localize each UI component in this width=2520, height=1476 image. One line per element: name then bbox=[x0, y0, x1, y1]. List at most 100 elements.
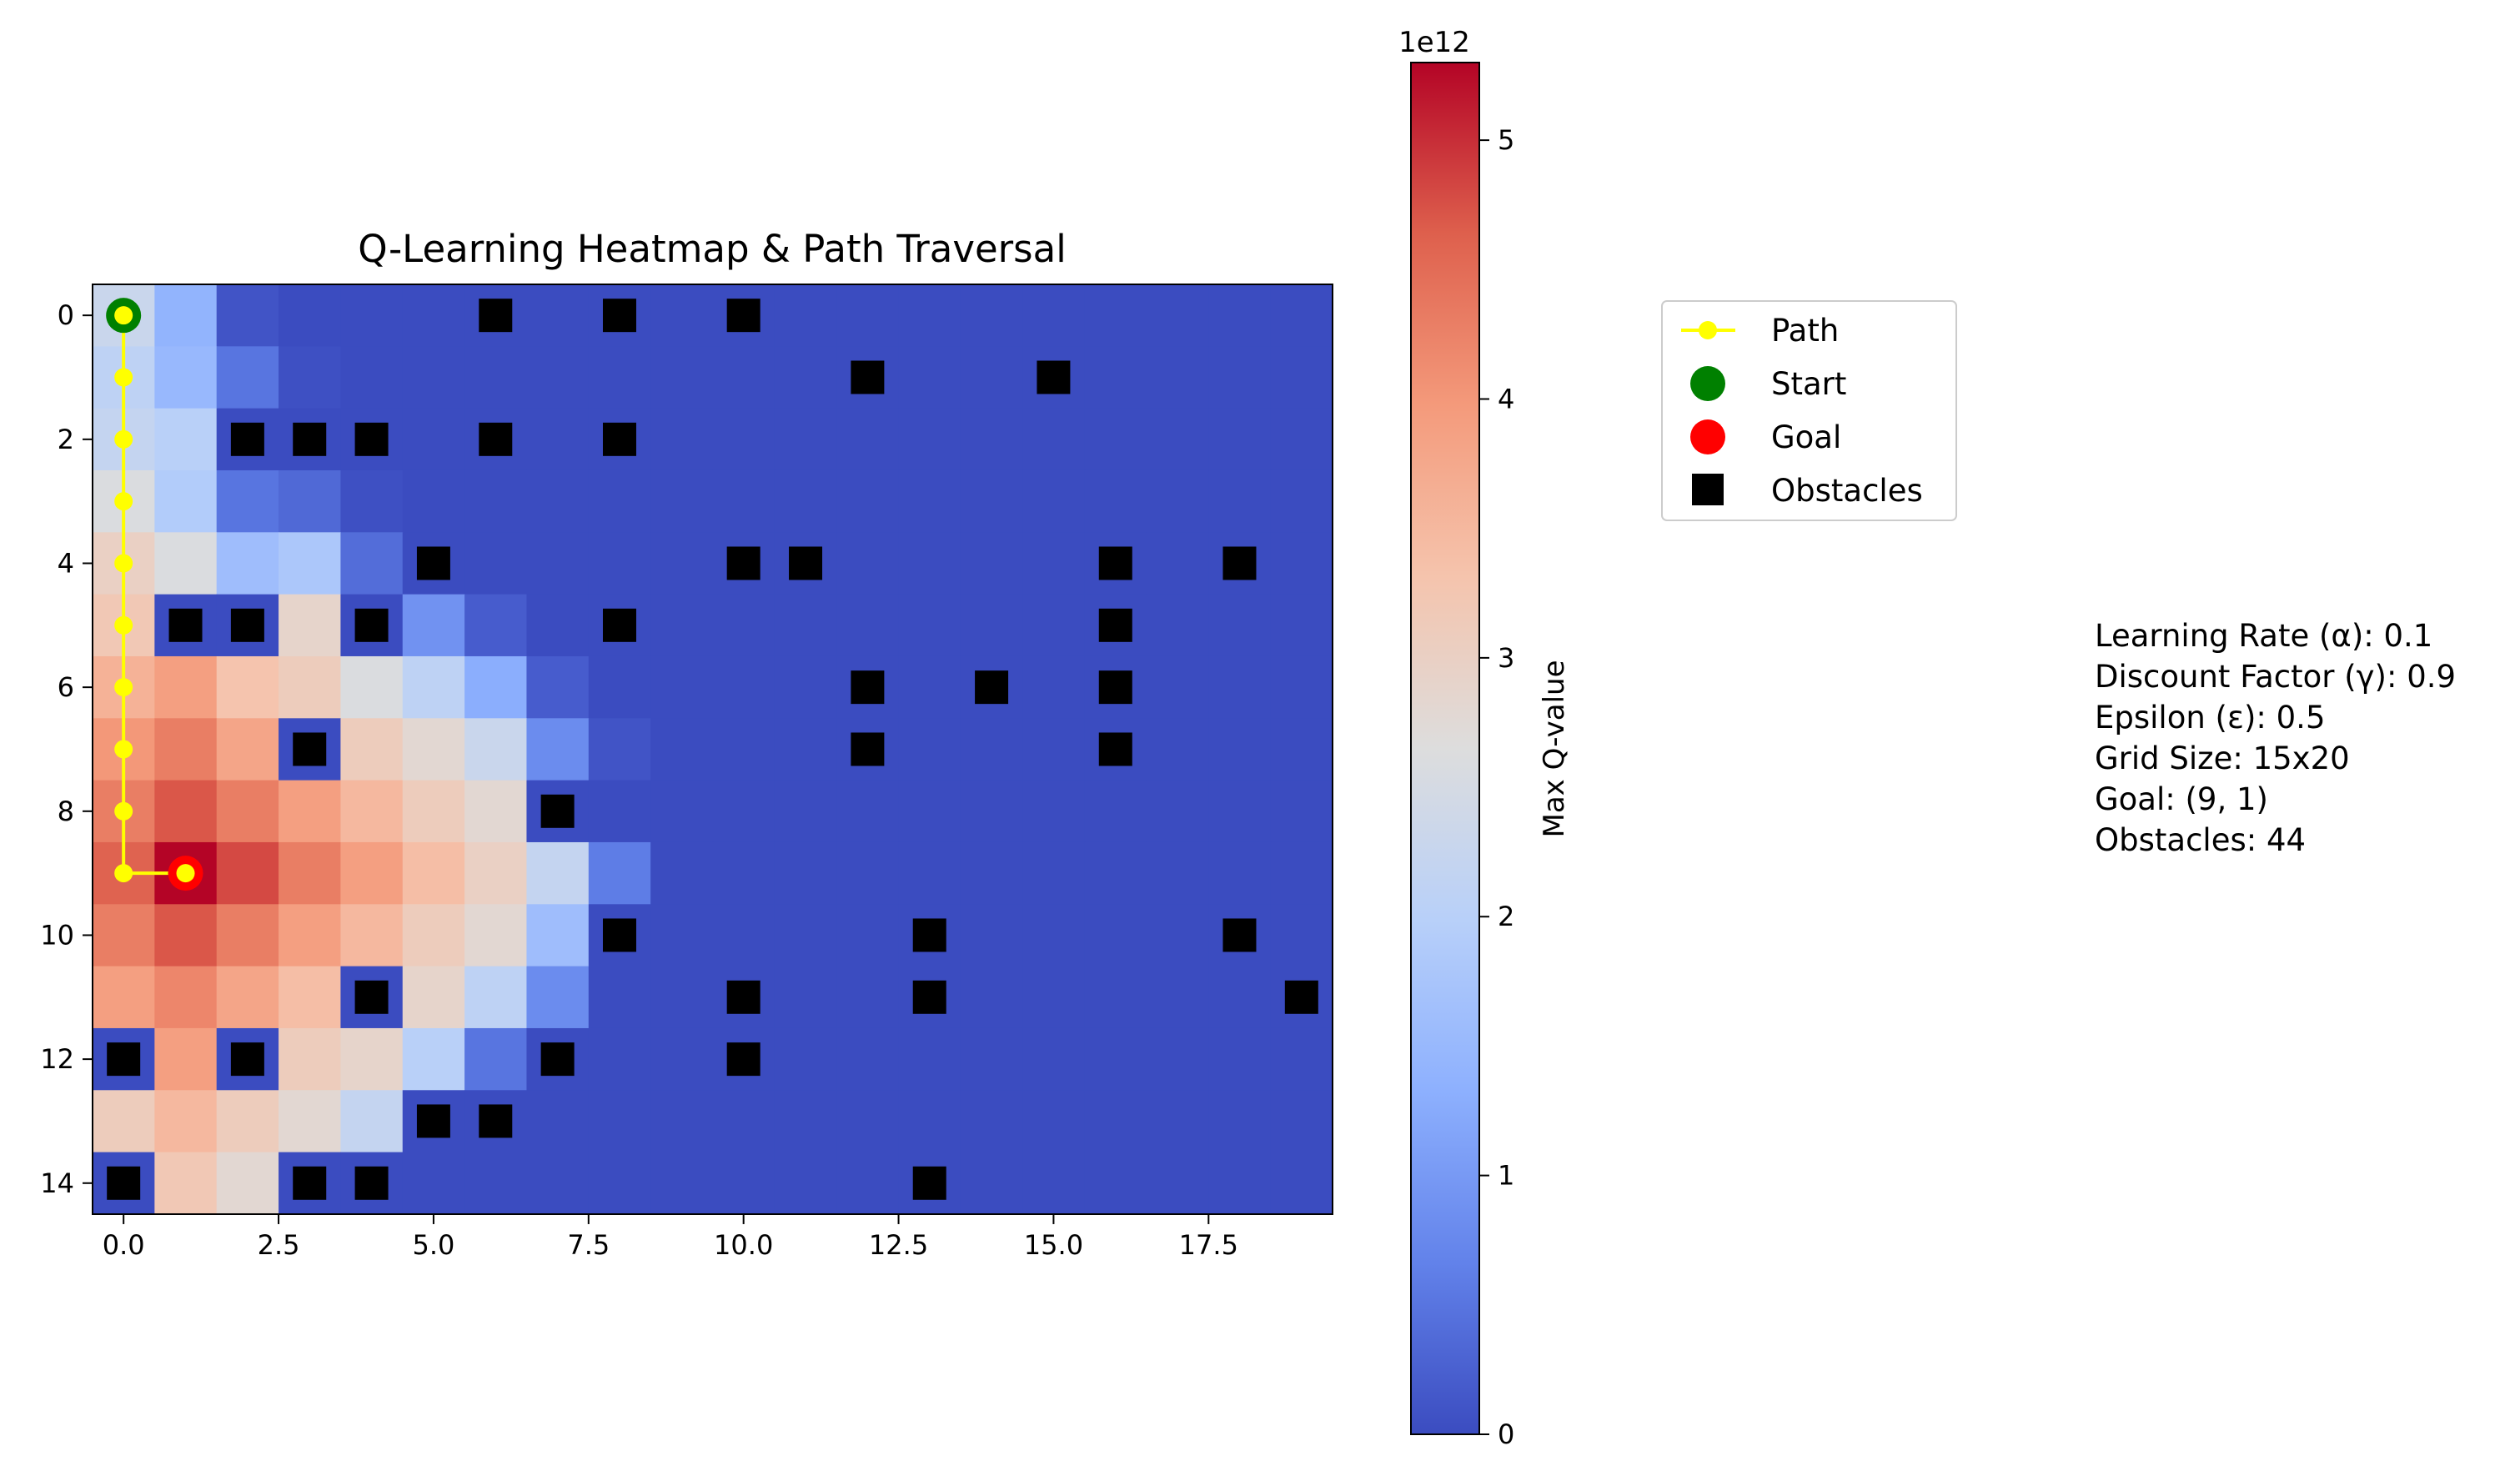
heatmap-cell bbox=[279, 780, 341, 843]
heatmap-cell bbox=[650, 780, 714, 843]
heatmap-cell bbox=[1208, 966, 1272, 1029]
y-tick-label: 14 bbox=[40, 1167, 74, 1199]
heatmap-cell bbox=[1022, 408, 1086, 471]
heatmap-cell bbox=[154, 284, 218, 347]
heatmap-cell bbox=[1208, 1027, 1272, 1091]
legend-entry-goal: Goal bbox=[1690, 419, 1841, 455]
path-point bbox=[114, 492, 133, 511]
heatmap-cell bbox=[1270, 408, 1333, 471]
heatmap-cell bbox=[464, 346, 528, 409]
heatmap-cell bbox=[650, 1090, 714, 1153]
obstacle-marker bbox=[230, 422, 264, 456]
heatmap-cell bbox=[340, 532, 404, 595]
heatmap-cell bbox=[1270, 1152, 1333, 1215]
heatmap-cell bbox=[1022, 1152, 1086, 1215]
obstacle-marker bbox=[416, 1104, 450, 1138]
obstacle-layer bbox=[107, 299, 1318, 1200]
heatmap-cell bbox=[402, 594, 465, 657]
colorbar-tick-label: 0 bbox=[1498, 1418, 1514, 1450]
obstacle-marker bbox=[726, 1042, 761, 1077]
heatmap-cell bbox=[1208, 780, 1272, 843]
heatmap-cell bbox=[402, 1152, 465, 1215]
heatmap-cell bbox=[650, 718, 714, 781]
obstacle-marker bbox=[789, 546, 823, 580]
obstacle-marker bbox=[540, 794, 575, 828]
heatmap-cell bbox=[154, 469, 218, 533]
info-epsilon: Epsilon (ε): 0.5 bbox=[2095, 700, 2326, 735]
heatmap-cell bbox=[1270, 469, 1333, 533]
path-point bbox=[114, 864, 133, 883]
heatmap-cell bbox=[1270, 904, 1333, 967]
heatmap-cell bbox=[836, 594, 900, 657]
heatmap-cell bbox=[402, 655, 465, 719]
heatmap-cell bbox=[216, 469, 279, 533]
x-tick-label: 12.5 bbox=[869, 1229, 928, 1261]
heatmap-cell bbox=[712, 469, 776, 533]
heatmap-cell bbox=[526, 346, 590, 409]
heatmap-cell bbox=[1146, 904, 1209, 967]
heatmap-cell bbox=[402, 904, 465, 967]
heatmap-cell bbox=[526, 1152, 590, 1215]
heatmap-cell bbox=[1084, 904, 1147, 967]
heatmap-cell bbox=[774, 1090, 837, 1153]
obstacle-marker bbox=[1098, 546, 1132, 580]
obstacle-marker bbox=[1222, 546, 1257, 580]
heatmap-cell bbox=[279, 904, 341, 967]
heatmap-cell bbox=[1208, 346, 1272, 409]
obstacle-marker bbox=[1098, 732, 1132, 766]
heatmap-cell bbox=[1084, 1027, 1147, 1091]
legend-start-marker bbox=[1690, 366, 1725, 401]
heatmap-cell bbox=[1084, 1090, 1147, 1153]
heatmap-cell bbox=[898, 655, 961, 719]
heatmap-cell bbox=[279, 841, 341, 905]
obstacle-marker bbox=[912, 918, 946, 952]
heatmap-cell bbox=[588, 841, 651, 905]
info-goal: Goal: (9, 1) bbox=[2095, 781, 2268, 817]
heatmap-cell bbox=[960, 469, 1023, 533]
heatmap-cell bbox=[1084, 780, 1147, 843]
heatmap-cell bbox=[1270, 1090, 1333, 1153]
obstacle-marker bbox=[416, 546, 450, 580]
x-tick-label: 15.0 bbox=[1024, 1229, 1083, 1261]
path-point bbox=[114, 368, 133, 387]
obstacle-marker bbox=[602, 422, 636, 456]
path-point bbox=[114, 306, 133, 325]
heatmap-cell bbox=[898, 1090, 961, 1153]
heatmap-cell bbox=[464, 1152, 528, 1215]
heatmap-cell bbox=[960, 594, 1023, 657]
legend-label-obstacles: Obstacles bbox=[1771, 473, 1923, 509]
heatmap-cell bbox=[1146, 408, 1209, 471]
heatmap-cell bbox=[402, 346, 465, 409]
heatmap-cell bbox=[774, 904, 837, 967]
heatmap-cell bbox=[712, 594, 776, 657]
heatmap-cell bbox=[1208, 594, 1272, 657]
heatmap-cell bbox=[774, 408, 837, 471]
heatmap-cell bbox=[774, 780, 837, 843]
heatmap-cell bbox=[650, 1152, 714, 1215]
obstacle-marker bbox=[851, 670, 885, 705]
colorbar bbox=[1410, 62, 1480, 1435]
path-point bbox=[114, 429, 133, 449]
x-tick-label: 0.0 bbox=[103, 1229, 145, 1261]
heatmap-cells bbox=[93, 284, 1333, 1215]
heatmap-cell bbox=[836, 966, 900, 1029]
info-learning-rate: Learning Rate (α): 0.1 bbox=[2095, 618, 2432, 654]
heatmap-cell bbox=[1270, 1027, 1333, 1091]
heatmap-cell bbox=[898, 284, 961, 347]
heatmap-cell bbox=[279, 469, 341, 533]
heatmap-cell bbox=[898, 532, 961, 595]
heatmap-cell bbox=[216, 284, 279, 347]
heatmap-cell bbox=[402, 966, 465, 1029]
heatmap-cell bbox=[1022, 904, 1086, 967]
heatmap-cell bbox=[1146, 1027, 1209, 1091]
heatmap-cell bbox=[216, 532, 279, 595]
heatmap-cell bbox=[1208, 1090, 1272, 1153]
heatmap-cell bbox=[898, 1027, 961, 1091]
heatmap-cell bbox=[836, 1027, 900, 1091]
heatmap-cell bbox=[154, 718, 218, 781]
legend-path-marker bbox=[1699, 321, 1717, 339]
heatmap-cell bbox=[526, 1090, 590, 1153]
heatmap-cell bbox=[650, 841, 714, 905]
heatmap-cell bbox=[960, 1027, 1023, 1091]
heatmap-cell bbox=[1146, 780, 1209, 843]
